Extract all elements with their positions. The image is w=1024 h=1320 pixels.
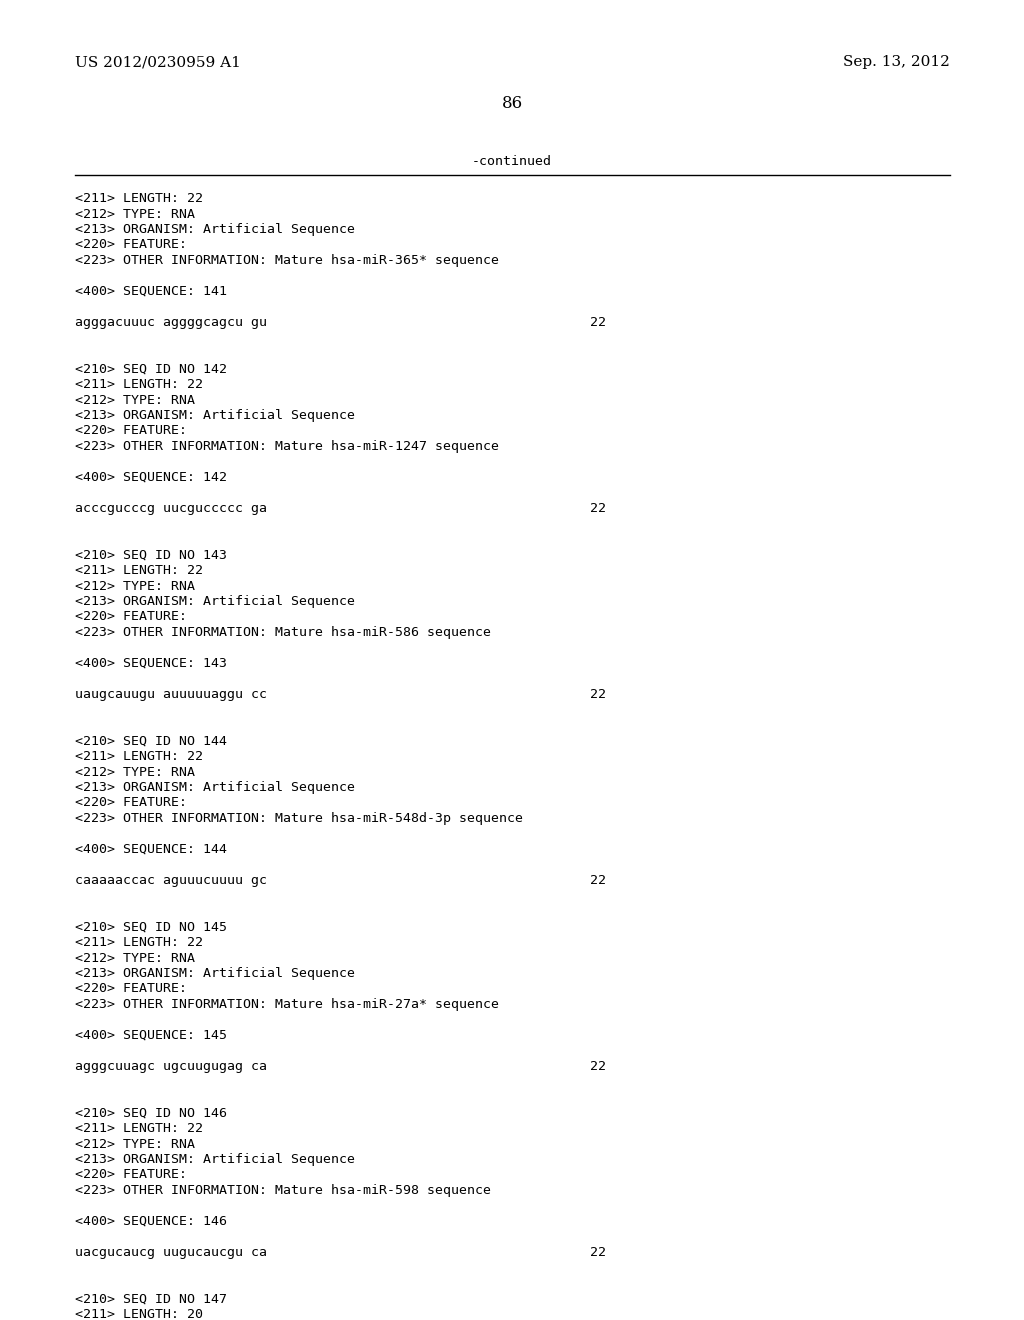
Text: uacgucaucg uugucaucgu ca: uacgucaucg uugucaucgu ca — [75, 1246, 267, 1259]
Text: <223> OTHER INFORMATION: Mature hsa-miR-598 sequence: <223> OTHER INFORMATION: Mature hsa-miR-… — [75, 1184, 490, 1197]
Text: <220> FEATURE:: <220> FEATURE: — [75, 239, 187, 252]
Text: <223> OTHER INFORMATION: Mature hsa-miR-365* sequence: <223> OTHER INFORMATION: Mature hsa-miR-… — [75, 253, 499, 267]
Text: Sep. 13, 2012: Sep. 13, 2012 — [843, 55, 950, 69]
Text: <400> SEQUENCE: 145: <400> SEQUENCE: 145 — [75, 1030, 227, 1041]
Text: <212> TYPE: RNA: <212> TYPE: RNA — [75, 952, 195, 965]
Text: -continued: -continued — [472, 154, 552, 168]
Text: <213> ORGANISM: Artificial Sequence: <213> ORGANISM: Artificial Sequence — [75, 968, 355, 979]
Text: 22: 22 — [590, 1246, 606, 1259]
Text: acccgucccg uucguccccc ga: acccgucccg uucguccccc ga — [75, 502, 267, 515]
Text: <223> OTHER INFORMATION: Mature hsa-miR-1247 sequence: <223> OTHER INFORMATION: Mature hsa-miR-… — [75, 440, 499, 453]
Text: <211> LENGTH: 22: <211> LENGTH: 22 — [75, 936, 203, 949]
Text: 22: 22 — [590, 874, 606, 887]
Text: agggcuuagc ugcuugugag ca: agggcuuagc ugcuugugag ca — [75, 1060, 267, 1073]
Text: <220> FEATURE:: <220> FEATURE: — [75, 796, 187, 809]
Text: uaugcauugu auuuuuaggu cc: uaugcauugu auuuuuaggu cc — [75, 688, 267, 701]
Text: <210> SEQ ID NO 144: <210> SEQ ID NO 144 — [75, 734, 227, 747]
Text: <211> LENGTH: 22: <211> LENGTH: 22 — [75, 1122, 203, 1135]
Text: <220> FEATURE:: <220> FEATURE: — [75, 1168, 187, 1181]
Text: 22: 22 — [590, 1060, 606, 1073]
Text: <211> LENGTH: 20: <211> LENGTH: 20 — [75, 1308, 203, 1320]
Text: 22: 22 — [590, 688, 606, 701]
Text: <220> FEATURE:: <220> FEATURE: — [75, 425, 187, 437]
Text: <211> LENGTH: 22: <211> LENGTH: 22 — [75, 378, 203, 391]
Text: <220> FEATURE:: <220> FEATURE: — [75, 982, 187, 995]
Text: <213> ORGANISM: Artificial Sequence: <213> ORGANISM: Artificial Sequence — [75, 223, 355, 236]
Text: <210> SEQ ID NO 146: <210> SEQ ID NO 146 — [75, 1106, 227, 1119]
Text: agggacuuuc aggggcagcu gu: agggacuuuc aggggcagcu gu — [75, 315, 267, 329]
Text: <400> SEQUENCE: 144: <400> SEQUENCE: 144 — [75, 843, 227, 855]
Text: <220> FEATURE:: <220> FEATURE: — [75, 610, 187, 623]
Text: <210> SEQ ID NO 142: <210> SEQ ID NO 142 — [75, 363, 227, 375]
Text: <400> SEQUENCE: 146: <400> SEQUENCE: 146 — [75, 1214, 227, 1228]
Text: <213> ORGANISM: Artificial Sequence: <213> ORGANISM: Artificial Sequence — [75, 595, 355, 609]
Text: 22: 22 — [590, 315, 606, 329]
Text: <400> SEQUENCE: 141: <400> SEQUENCE: 141 — [75, 285, 227, 298]
Text: <223> OTHER INFORMATION: Mature hsa-miR-548d-3p sequence: <223> OTHER INFORMATION: Mature hsa-miR-… — [75, 812, 523, 825]
Text: <400> SEQUENCE: 143: <400> SEQUENCE: 143 — [75, 657, 227, 671]
Text: <223> OTHER INFORMATION: Mature hsa-miR-586 sequence: <223> OTHER INFORMATION: Mature hsa-miR-… — [75, 626, 490, 639]
Text: 22: 22 — [590, 502, 606, 515]
Text: <223> OTHER INFORMATION: Mature hsa-miR-27a* sequence: <223> OTHER INFORMATION: Mature hsa-miR-… — [75, 998, 499, 1011]
Text: <212> TYPE: RNA: <212> TYPE: RNA — [75, 207, 195, 220]
Text: <212> TYPE: RNA: <212> TYPE: RNA — [75, 766, 195, 779]
Text: 86: 86 — [502, 95, 522, 112]
Text: <211> LENGTH: 22: <211> LENGTH: 22 — [75, 750, 203, 763]
Text: <211> LENGTH: 22: <211> LENGTH: 22 — [75, 564, 203, 577]
Text: <212> TYPE: RNA: <212> TYPE: RNA — [75, 1138, 195, 1151]
Text: <211> LENGTH: 22: <211> LENGTH: 22 — [75, 191, 203, 205]
Text: <400> SEQUENCE: 142: <400> SEQUENCE: 142 — [75, 471, 227, 484]
Text: <210> SEQ ID NO 147: <210> SEQ ID NO 147 — [75, 1292, 227, 1305]
Text: <213> ORGANISM: Artificial Sequence: <213> ORGANISM: Artificial Sequence — [75, 409, 355, 422]
Text: <213> ORGANISM: Artificial Sequence: <213> ORGANISM: Artificial Sequence — [75, 781, 355, 795]
Text: US 2012/0230959 A1: US 2012/0230959 A1 — [75, 55, 241, 69]
Text: <210> SEQ ID NO 145: <210> SEQ ID NO 145 — [75, 920, 227, 933]
Text: <210> SEQ ID NO 143: <210> SEQ ID NO 143 — [75, 549, 227, 561]
Text: <213> ORGANISM: Artificial Sequence: <213> ORGANISM: Artificial Sequence — [75, 1152, 355, 1166]
Text: caaaaaccac aguuucuuuu gc: caaaaaccac aguuucuuuu gc — [75, 874, 267, 887]
Text: <212> TYPE: RNA: <212> TYPE: RNA — [75, 393, 195, 407]
Text: <212> TYPE: RNA: <212> TYPE: RNA — [75, 579, 195, 593]
